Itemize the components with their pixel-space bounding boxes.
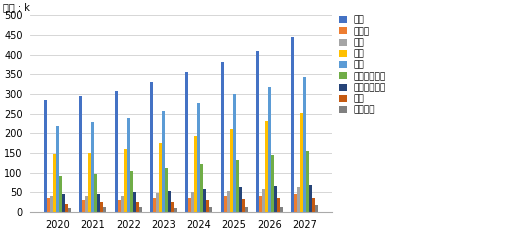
Bar [192,192,194,212]
Bar [244,207,247,212]
Bar [104,208,106,212]
Bar [47,198,50,212]
Bar [185,72,188,212]
Bar [274,186,277,212]
Bar [206,200,209,212]
Bar [227,190,230,212]
Bar [262,189,265,212]
Bar [220,62,224,212]
Bar [153,198,156,212]
Bar [259,196,262,212]
Bar [62,194,65,212]
Bar [224,196,227,212]
Bar [130,171,133,212]
Bar [56,125,59,212]
Bar [82,200,85,212]
Bar [124,149,126,212]
Bar [44,100,47,212]
Bar [139,208,142,212]
Bar [88,153,91,212]
Legend: 미국, 캐나다, 일본, 중국, 유럽, 아시아태평양, 라틴아메리카, 중동, 아프리카: 미국, 캐나다, 일본, 중국, 유럽, 아시아태평양, 라틴아메리카, 중동,… [339,16,386,115]
Bar [200,164,203,212]
Bar [209,208,212,212]
Bar [162,111,165,212]
Bar [126,118,130,212]
Bar [265,121,268,212]
Bar [50,196,53,212]
Bar [53,154,56,212]
Bar [136,202,139,212]
Bar [280,207,283,212]
Bar [312,198,315,212]
Bar [239,187,242,212]
Bar [79,96,82,212]
Bar [236,160,239,212]
Bar [256,51,259,212]
Bar [168,191,171,212]
Bar [121,196,124,212]
Bar [297,187,300,212]
Bar [68,208,71,212]
Bar [203,189,206,212]
Bar [188,198,192,212]
Bar [98,194,101,212]
Bar [291,37,294,212]
Bar [303,77,306,212]
Bar [59,176,62,212]
Bar [315,205,318,212]
Bar [101,202,104,212]
Bar [306,151,309,212]
Bar [156,193,159,212]
Bar [150,82,153,212]
Bar [174,208,177,212]
Bar [197,103,200,212]
Bar [159,143,162,212]
Bar [230,129,233,212]
Bar [268,87,271,212]
Bar [242,199,244,212]
Bar [194,136,197,212]
Bar [233,94,236,212]
Bar [300,113,303,212]
Bar [115,91,118,212]
Bar [133,193,136,212]
Bar [171,201,174,212]
Bar [65,204,68,212]
Bar [271,155,274,212]
Bar [91,122,94,212]
Bar [94,174,98,212]
Bar [309,185,312,212]
Bar [165,168,168,212]
Bar [294,194,297,212]
Bar [118,200,121,212]
Text: 단위 : k: 단위 : k [3,2,29,12]
Bar [277,198,280,212]
Bar [85,196,88,212]
